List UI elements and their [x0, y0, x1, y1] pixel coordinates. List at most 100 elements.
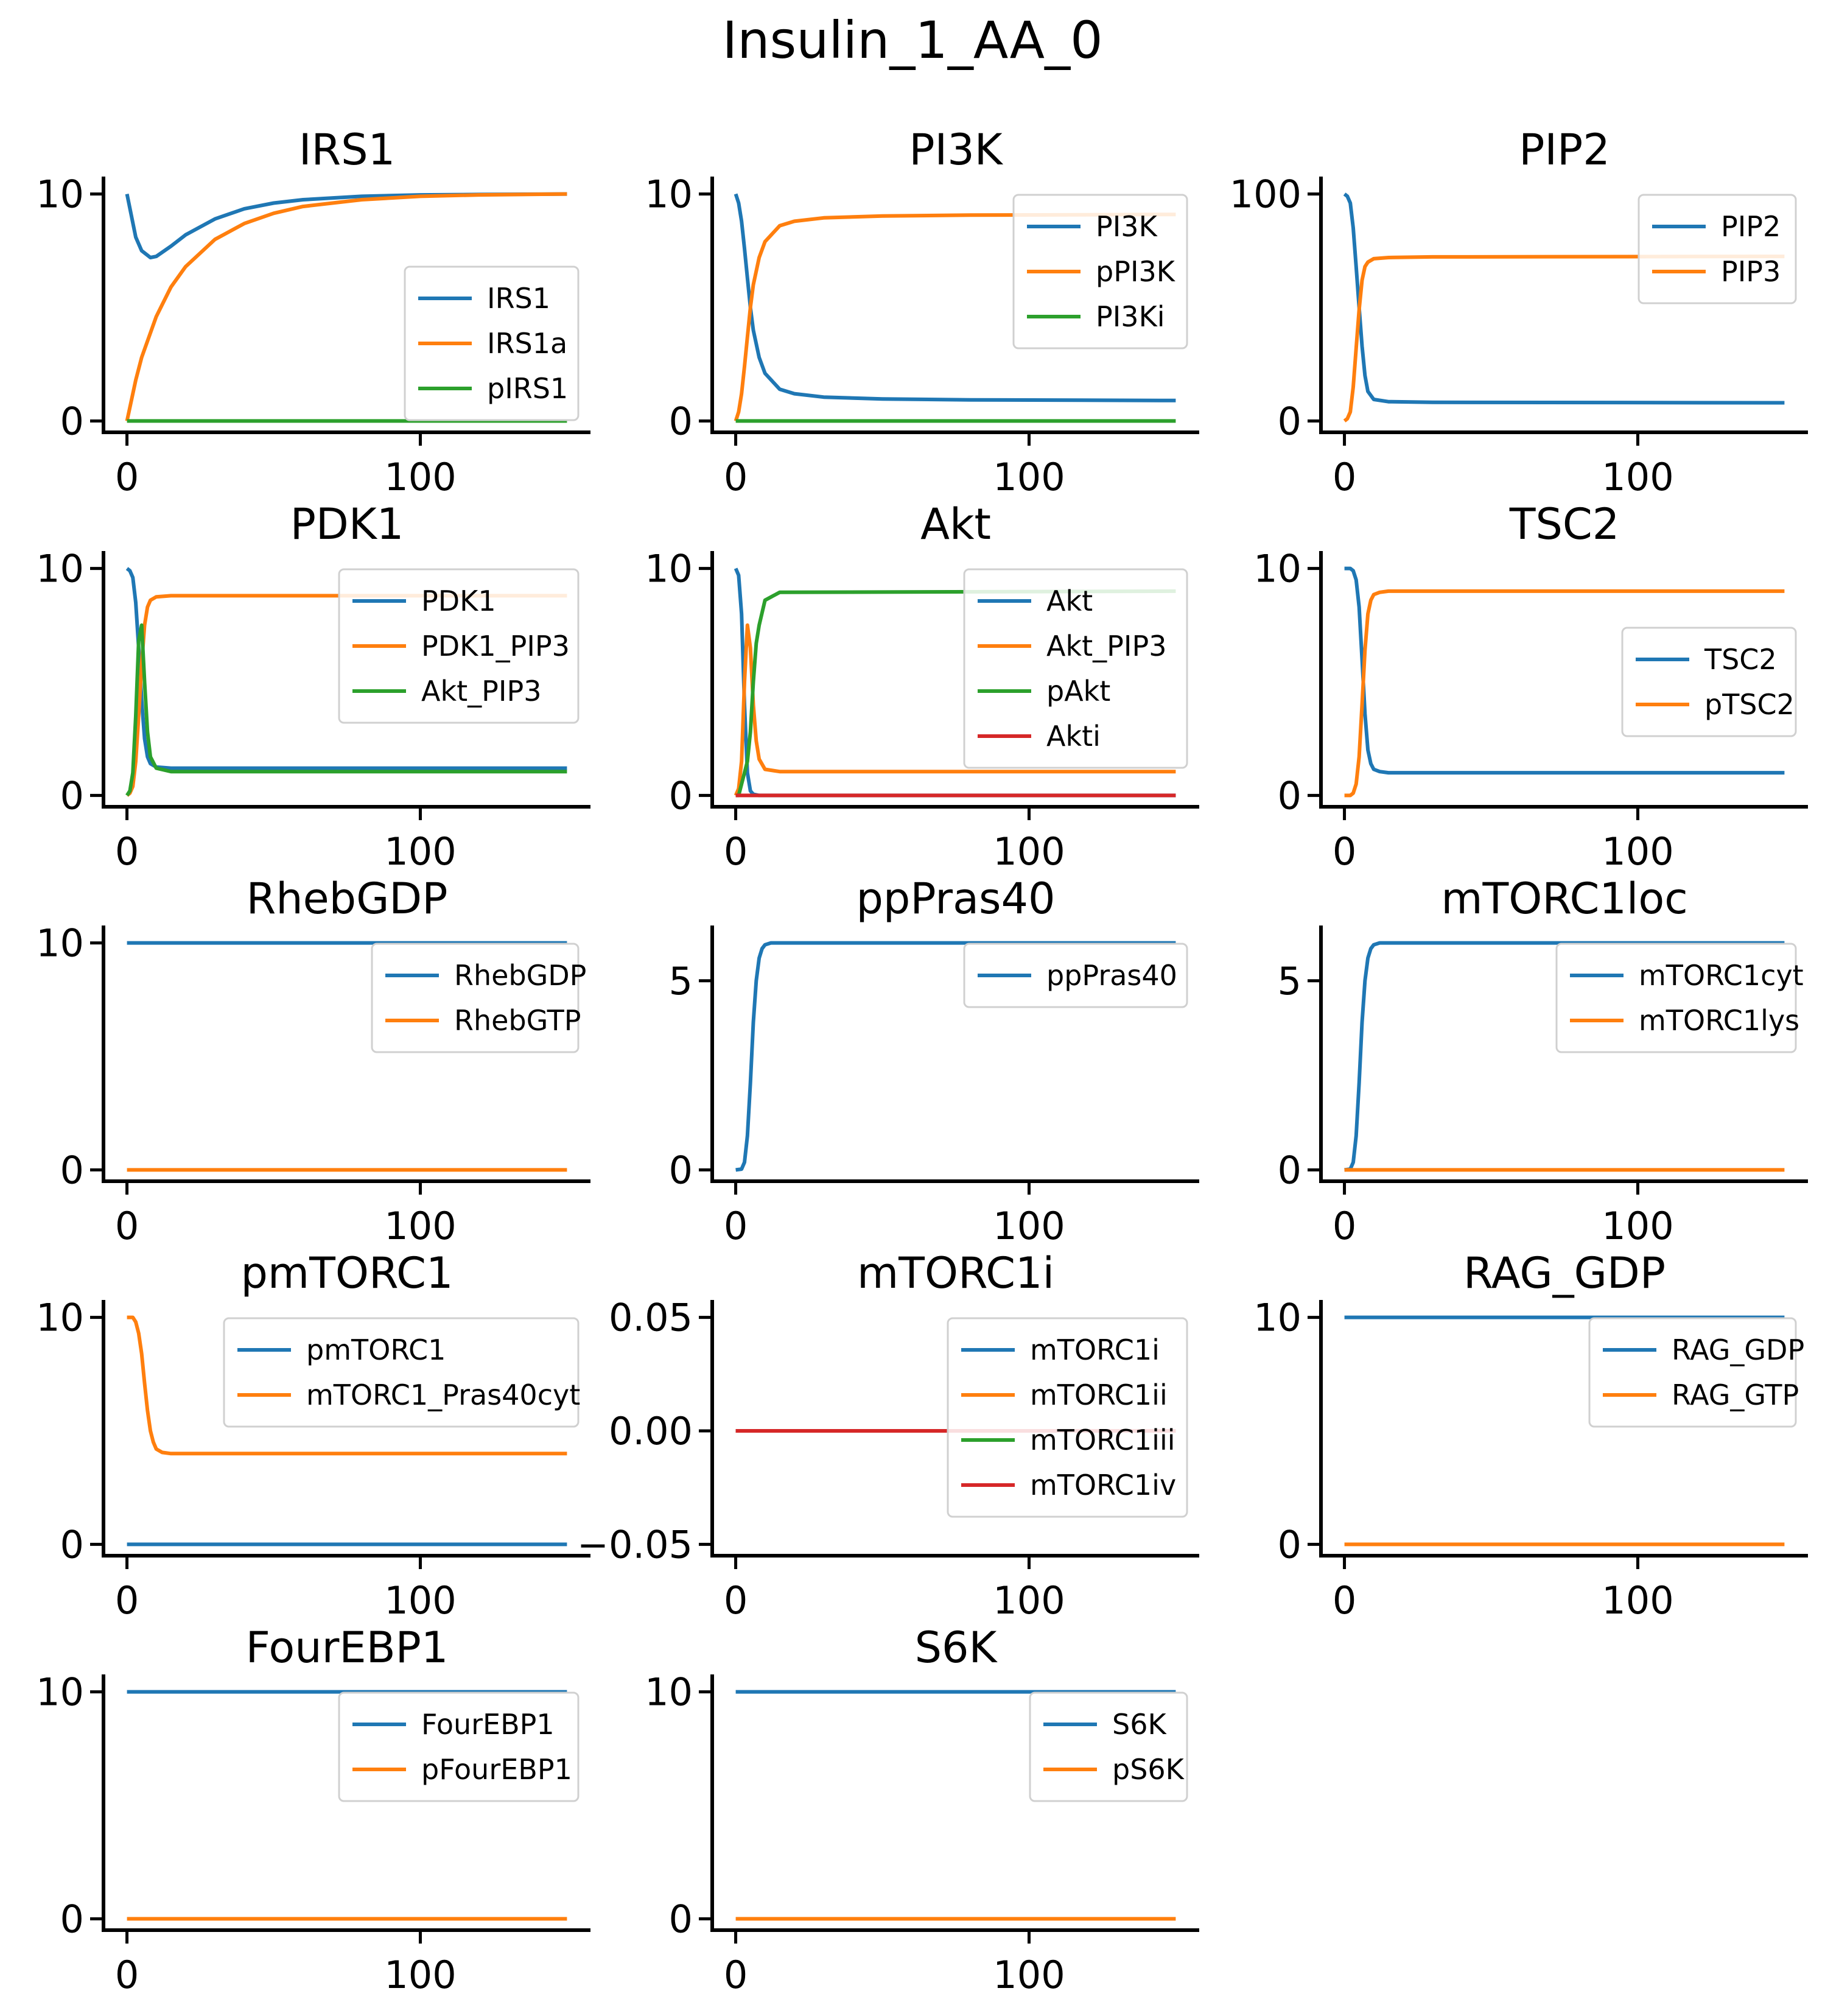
panel-mtorc1loc: mTORC1loc 0 100 0 5 mTORC1cyt mTORC1lys: [1278, 874, 1808, 1248]
legend: RAG_GDP RAG_GTP: [1588, 1317, 1804, 1428]
legend-box: [1638, 194, 1797, 304]
y-tick-label: 5: [1278, 959, 1301, 1003]
legend-label: RAG_GTP: [1672, 1379, 1799, 1411]
series-line-akt-pip3: [734, 623, 1176, 796]
legend-box: [1012, 194, 1188, 349]
legend-box: [963, 568, 1188, 769]
x-tick-label: 100: [993, 829, 1065, 874]
legend-label: mTORC1cyt: [1639, 959, 1804, 992]
legend-box: [947, 1317, 1188, 1518]
legend-label: IRS1: [487, 282, 550, 315]
legend-label: PI3K: [1096, 210, 1158, 243]
legend-label: ppPras40: [1046, 959, 1177, 992]
x-tick-label: 0: [724, 1578, 748, 1623]
legend-box: [1555, 943, 1797, 1053]
legend-label: pAkt: [1046, 675, 1110, 708]
x-tick-label: 100: [993, 1204, 1065, 1248]
panel-fourebp1: FourEBP1 0 100 0 10 FourEBP1 pFourEBP1: [36, 1623, 590, 1997]
series-line-pi3k: [734, 193, 1176, 402]
legend-box: [223, 1317, 580, 1428]
panel-title: S6K: [915, 1623, 998, 1673]
x-tick-label: 100: [1602, 1204, 1673, 1248]
panel-title: pmTORC1: [240, 1248, 453, 1298]
panel-title: ppPras40: [856, 874, 1055, 924]
x-tick-label: 100: [993, 1953, 1065, 1997]
x-tick-label: 0: [115, 1953, 139, 1997]
x-tick-label: 0: [724, 1204, 748, 1248]
legend-box: [1621, 627, 1797, 737]
y-tick-label: 0: [1278, 773, 1301, 818]
legend-box: [371, 943, 580, 1053]
figure-title: Insulin_1_AA_0: [722, 10, 1102, 70]
panel-pi3k: PI3K 0 100 0 10 PI3K pPI3K PI3Ki: [645, 125, 1199, 499]
legend-label: pTSC2: [1704, 688, 1795, 721]
x-tick-label: 0: [115, 1578, 139, 1623]
x-tick-label: 100: [1602, 1578, 1673, 1623]
x-tick-label: 100: [993, 455, 1065, 499]
legend: PIP2 PIP3: [1638, 194, 1797, 304]
y-tick-label: 0: [669, 399, 693, 443]
legend-box: [963, 943, 1188, 1008]
legend-label: IRS1a: [487, 327, 567, 360]
legend-label: PIP2: [1721, 210, 1781, 243]
panel-title: mTORC1i: [857, 1248, 1054, 1298]
legend-label: pPI3K: [1096, 255, 1176, 288]
legend-label: Akt: [1046, 585, 1093, 617]
x-tick-label: 0: [1333, 829, 1356, 874]
panel-pdk1: PDK1 0 100 0 10 PDK1 PDK1_PIP3 Akt_PIP3: [36, 499, 590, 874]
legend-box: [338, 1691, 580, 1802]
legend-box: [1588, 1317, 1797, 1428]
x-tick-label: 0: [1333, 1578, 1356, 1623]
x-tick-label: 100: [1602, 829, 1673, 874]
legend-label: Akt_PIP3: [421, 675, 541, 708]
legend: FourEBP1 pFourEBP1: [338, 1691, 580, 1802]
y-tick-label: 0: [669, 1897, 693, 1941]
y-tick-label: 0: [60, 1897, 84, 1941]
legend: S6K pS6K: [1029, 1691, 1188, 1802]
legend-label: pmTORC1: [306, 1333, 446, 1366]
panel-title: TSC2: [1509, 499, 1620, 549]
y-tick-label: 0.05: [609, 1296, 693, 1340]
panel-title: RAG_GDP: [1463, 1248, 1666, 1298]
panel-akt: Akt 0 100 0 10 Akt Akt_PIP3 pAkt Akti: [645, 499, 1199, 874]
panel-pppras40: ppPras40 0 100 0 5 ppPras40: [669, 874, 1199, 1248]
y-tick-label: 0: [60, 773, 84, 818]
legend: TSC2 pTSC2: [1621, 627, 1797, 737]
y-tick-label: 0: [1278, 1148, 1301, 1192]
x-tick-label: 0: [115, 829, 139, 874]
legend: Akt Akt_PIP3 pAkt Akti: [963, 568, 1188, 769]
legend: mTORC1i mTORC1ii mTORC1iii mTORC1iv: [947, 1317, 1188, 1518]
series-line-pip2: [1343, 192, 1785, 405]
legend-label: mTORC1lys: [1639, 1004, 1799, 1037]
legend-label: RhebGDP: [454, 959, 586, 992]
panel-title: FourEBP1: [246, 1623, 449, 1673]
series-line-irs1: [125, 192, 567, 259]
panel-pip2: PIP2 0 100 0 100 PIP2 PIP3: [1230, 125, 1808, 499]
legend-label: S6K: [1112, 1708, 1167, 1741]
panel-irs1: IRS1 0 100 0 10 IRS1 IRS1a pIRS1: [36, 125, 590, 499]
legend-label: mTORC1_Pras40cyt: [306, 1379, 580, 1411]
legend-label: Akti: [1046, 720, 1101, 753]
legend-label: mTORC1i: [1030, 1333, 1160, 1366]
panel-title: PIP2: [1519, 125, 1610, 175]
legend-label: PIP3: [1721, 255, 1781, 288]
y-tick-label: 0: [1278, 1522, 1301, 1567]
x-tick-label: 0: [1333, 455, 1356, 499]
x-tick-label: 100: [384, 1953, 456, 1997]
y-tick-label: 5: [669, 959, 693, 1003]
y-tick-label: 10: [36, 1670, 84, 1715]
legend-label: mTORC1ii: [1030, 1379, 1168, 1411]
x-tick-label: 0: [724, 829, 748, 874]
y-tick-label: 0.00: [609, 1409, 693, 1453]
legend-label: FourEBP1: [421, 1708, 555, 1741]
series-line-irs1a: [125, 192, 567, 422]
y-tick-label: 10: [36, 547, 84, 591]
legend: pmTORC1 mTORC1_Pras40cyt: [223, 1317, 580, 1428]
x-tick-label: 0: [724, 455, 748, 499]
y-tick-label: 100: [1230, 172, 1301, 217]
series-line-ppi3k: [734, 212, 1176, 422]
panel-title: mTORC1loc: [1441, 874, 1687, 924]
y-tick-label: 10: [36, 1296, 84, 1340]
y-tick-label: 10: [645, 1670, 693, 1715]
y-tick-label: 10: [645, 172, 693, 217]
